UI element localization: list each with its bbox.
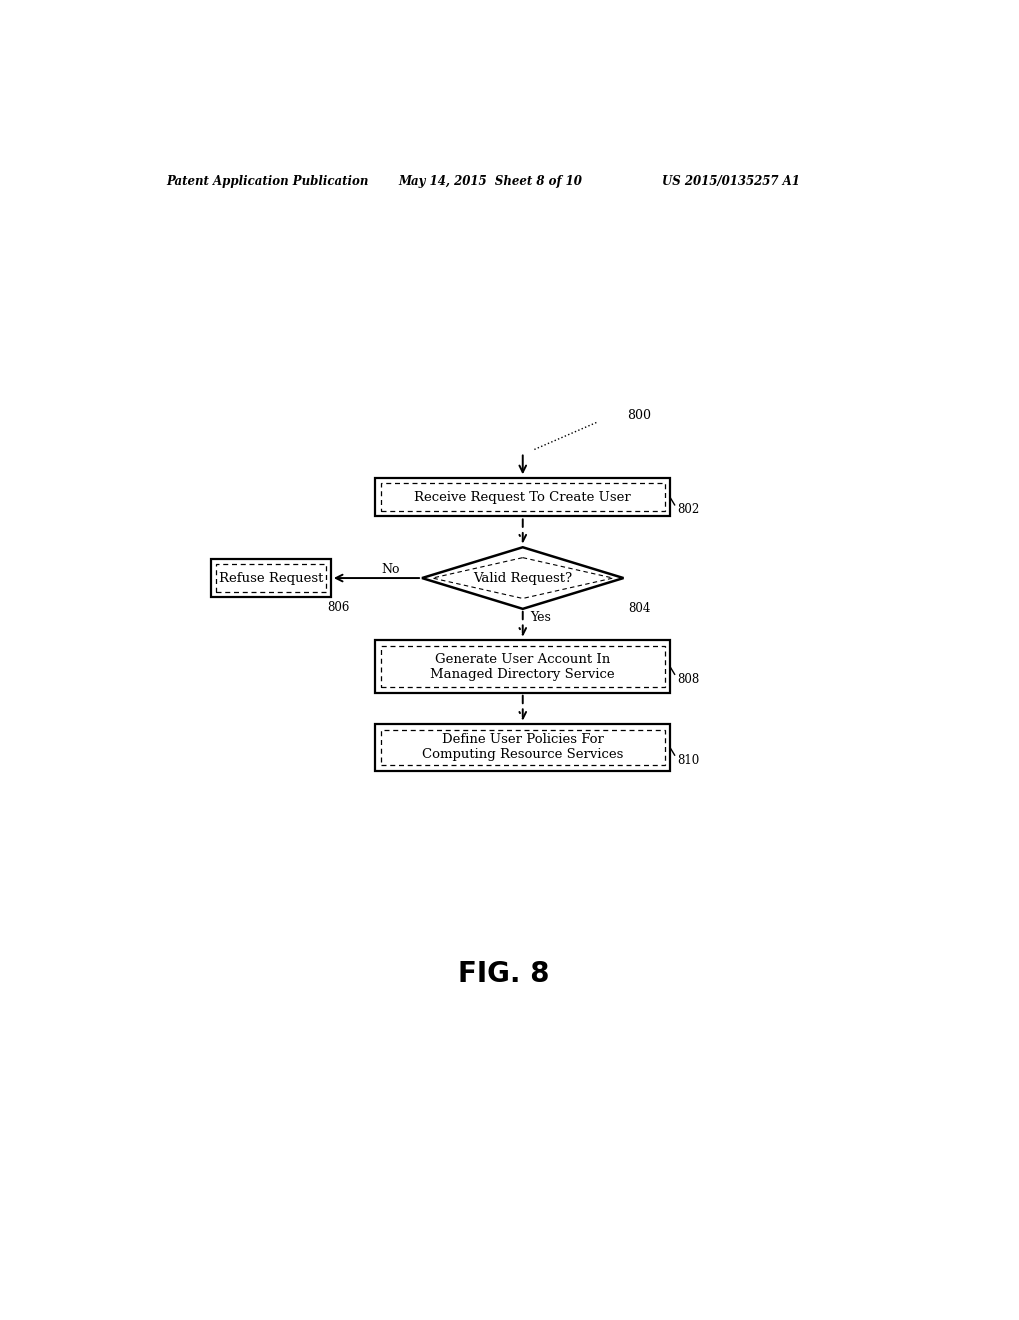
Text: Yes: Yes bbox=[530, 611, 551, 624]
Text: Define User Policies For
Computing Resource Services: Define User Policies For Computing Resou… bbox=[422, 734, 623, 762]
Text: Valid Request?: Valid Request? bbox=[473, 572, 572, 585]
Text: No: No bbox=[381, 562, 399, 576]
Bar bbox=[380, 645, 664, 688]
Bar bbox=[216, 564, 325, 591]
Bar bbox=[375, 478, 669, 516]
Text: US 2015/0135257 A1: US 2015/0135257 A1 bbox=[661, 176, 799, 189]
Text: 802: 802 bbox=[677, 503, 699, 516]
Text: Receive Request To Create User: Receive Request To Create User bbox=[414, 491, 631, 504]
Bar bbox=[380, 483, 664, 511]
Text: Refuse Request: Refuse Request bbox=[218, 572, 323, 585]
Bar bbox=[380, 730, 664, 766]
Text: 806: 806 bbox=[327, 601, 350, 614]
Text: 804: 804 bbox=[628, 602, 650, 615]
Text: May 14, 2015  Sheet 8 of 10: May 14, 2015 Sheet 8 of 10 bbox=[398, 176, 582, 189]
Text: Patent Application Publication: Patent Application Publication bbox=[166, 176, 368, 189]
Text: 800: 800 bbox=[627, 409, 651, 421]
Bar bbox=[375, 725, 669, 771]
Text: FIG. 8: FIG. 8 bbox=[458, 961, 548, 989]
Bar bbox=[211, 558, 330, 598]
Text: Generate User Account In
Managed Directory Service: Generate User Account In Managed Directo… bbox=[430, 652, 614, 681]
Text: 808: 808 bbox=[677, 673, 699, 686]
Bar bbox=[375, 640, 669, 693]
Polygon shape bbox=[422, 548, 623, 609]
Text: 810: 810 bbox=[677, 754, 699, 767]
